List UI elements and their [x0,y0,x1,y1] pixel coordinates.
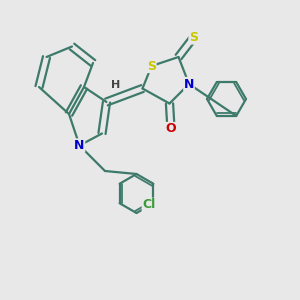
Text: Cl: Cl [142,198,155,211]
Text: O: O [166,122,176,136]
Text: S: S [147,59,156,73]
Text: S: S [189,31,198,44]
Text: N: N [74,139,85,152]
Text: H: H [111,80,120,90]
Text: N: N [184,77,194,91]
